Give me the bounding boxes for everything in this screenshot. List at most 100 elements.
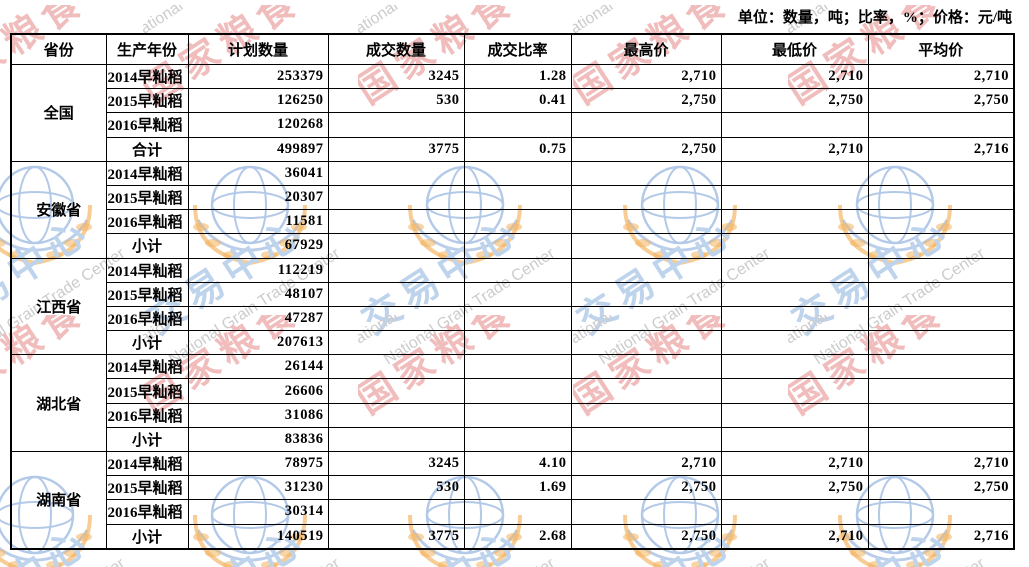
production-year-cell: 2016早籼稻 — [105, 209, 189, 235]
ratio-value-cell: 2.68 — [463, 523, 572, 550]
production-year-cell: 2015早籼稻 — [105, 281, 189, 307]
deal-value-cell — [327, 233, 465, 259]
ratio-value-cell — [463, 160, 572, 186]
production-year-cell: 2016早籼稻 — [105, 402, 189, 428]
plan-value-cell: 253379 — [187, 63, 329, 90]
plan-value-cell: 78975 — [187, 450, 329, 477]
plan-value-cell: 112219 — [187, 257, 329, 283]
table-row: 小计 67929 — [11, 233, 1015, 259]
table-row: 2016早籼稻 11581 — [11, 209, 1015, 235]
avg-value-cell — [867, 499, 1015, 525]
deal-value-cell: 3775 — [327, 523, 465, 550]
ratio-value-cell — [463, 281, 572, 307]
production-year-cell: 2016早籼稻 — [105, 112, 189, 138]
table-row: 全国 2014早籼稻 253379 3245 1.28 2,710 2,710 2,710 — [10, 63, 1015, 162]
table-row: 2016早籼稻 31086 — [11, 402, 1015, 428]
plan-value-cell: 31230 — [187, 475, 329, 501]
high-value-cell — [570, 378, 722, 404]
deal-value-cell: 530 — [327, 475, 465, 501]
ratio-value-cell — [463, 184, 572, 211]
avg-value-cell — [867, 330, 1015, 356]
deal-value-cell: 3245 — [327, 450, 465, 477]
plan-value-cell: 140519 — [187, 523, 329, 550]
table-row: 小计 207613 — [11, 330, 1015, 356]
production-year-cell: 2015早籼稻 — [105, 378, 189, 404]
plan-value-cell: 11581 — [187, 209, 329, 235]
column-header-3: 成交数量 — [327, 33, 465, 65]
deal-value-cell — [327, 281, 465, 307]
avg-value-cell — [867, 378, 1015, 404]
high-value-cell — [570, 160, 722, 186]
low-value-cell — [720, 209, 869, 235]
deal-value-cell: 530 — [327, 88, 465, 114]
deal-value-cell — [327, 184, 465, 211]
subtotal-label-cell: 小计 — [105, 426, 189, 453]
province-cell: 湖北省 — [10, 354, 107, 452]
ratio-value-cell: 0.75 — [463, 136, 572, 162]
table-row: 2015早籼稻 31230 530 1.69 2,750 2,750 2,750 — [11, 475, 1015, 501]
table-row: 湖南省 2014早籼稻 78975 3245 4.10 2,710 2,710 2,710 — [10, 450, 1015, 550]
plan-value-cell: 126250 — [187, 88, 329, 114]
high-value-cell — [570, 184, 722, 211]
table-row: 2016早籼稻 30314 — [11, 499, 1015, 525]
province-cell: 湖南省 — [10, 450, 107, 550]
high-value-cell: 2,750 — [570, 523, 722, 550]
plan-value-cell: 26144 — [187, 354, 329, 380]
production-year-cell: 2014早籼稻 — [105, 160, 189, 186]
low-value-cell — [720, 281, 869, 307]
unit-note: 单位：数量，吨；比率，%；价格：元/吨 — [737, 10, 1012, 26]
ratio-value-cell — [463, 330, 572, 356]
plan-value-cell: 30314 — [187, 499, 329, 525]
avg-value-cell — [867, 257, 1015, 283]
ratio-value-cell — [463, 233, 572, 259]
deal-value-cell — [327, 426, 465, 453]
deal-value-cell: 3775 — [327, 136, 465, 162]
production-year-cell: 2015早籼稻 — [105, 475, 189, 501]
avg-value-cell — [867, 354, 1015, 380]
high-value-cell — [570, 402, 722, 428]
avg-value-cell — [867, 426, 1015, 453]
low-value-cell — [720, 499, 869, 525]
subtotal-label-cell: 小计 — [105, 330, 189, 356]
high-value-cell — [570, 426, 722, 453]
low-value-cell — [720, 378, 869, 404]
low-value-cell: 2,710 — [720, 136, 869, 162]
low-value-cell — [720, 257, 869, 283]
deal-value-cell — [327, 112, 465, 138]
province-cell: 全国 — [10, 64, 107, 162]
plan-value-cell: 83836 — [187, 426, 329, 453]
high-value-cell — [570, 305, 722, 332]
column-header-5: 最高价 — [570, 33, 722, 65]
column-header-2: 计划数量 — [187, 33, 329, 65]
low-value-cell: 2,750 — [720, 475, 869, 501]
plan-value-cell: 31086 — [187, 402, 329, 428]
deal-value-cell — [327, 378, 465, 404]
table-row: 合计 499897 3775 0.75 2,750 2,710 2,716 — [11, 136, 1015, 162]
plan-value-cell: 499897 — [187, 136, 329, 162]
low-value-cell — [720, 233, 869, 259]
low-value-cell — [720, 354, 869, 380]
high-value-cell — [570, 354, 722, 380]
high-value-cell: 2,750 — [570, 136, 722, 162]
column-header-7: 平均价 — [867, 33, 1015, 65]
avg-value-cell: 2,716 — [867, 136, 1015, 162]
plan-value-cell: 26606 — [187, 378, 329, 404]
low-value-cell: 2,710 — [720, 450, 869, 477]
production-year-cell: 2015早籼稻 — [105, 184, 189, 211]
production-year-cell: 2014早籼稻 — [105, 257, 189, 283]
deal-value-cell — [327, 402, 465, 428]
column-header-6: 最低价 — [720, 33, 869, 65]
low-value-cell: 2,710 — [720, 523, 869, 550]
table-header-row: 省份 生产年份 计划数量 成交数量 成交比率 最高价 最低价 平均价 — [10, 33, 1015, 65]
ratio-value-cell — [463, 209, 572, 235]
table-row: 小计 140519 3775 2.68 2,750 2,710 2,716 — [11, 523, 1015, 550]
production-year-cell: 2016早籼稻 — [105, 305, 189, 332]
deal-value-cell — [327, 499, 465, 525]
ratio-value-cell: 1.28 — [463, 63, 572, 90]
plan-value-cell: 47287 — [187, 305, 329, 332]
column-header-1: 生产年份 — [105, 33, 189, 65]
deal-value-cell: 3245 — [327, 63, 465, 90]
subtotal-label-cell: 小计 — [105, 523, 189, 550]
table-row: 湖北省 2014早籼稻 26144 — [10, 354, 1015, 452]
ratio-value-cell — [463, 499, 572, 525]
